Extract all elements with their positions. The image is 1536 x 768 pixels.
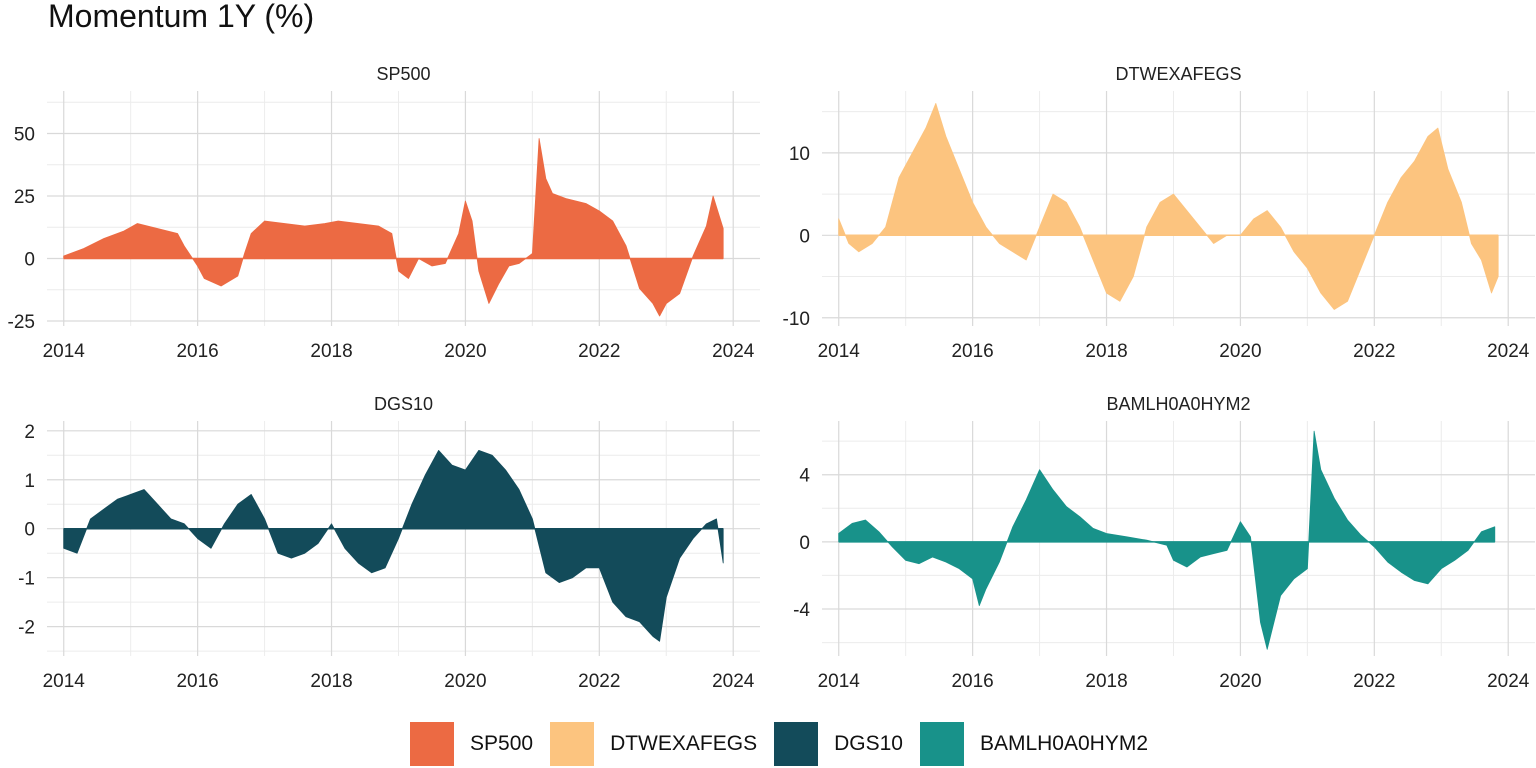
- legend-label-sp500: SP500: [470, 732, 534, 755]
- legend-item-bamlh0a0hym2: BAMLH0A0HYM2: [919, 722, 1149, 766]
- y-tick-label: -1: [18, 569, 35, 590]
- x-tick-label: 2016: [951, 671, 993, 692]
- x-tick-label: 2018: [1085, 341, 1127, 362]
- legend-swatch-sp500: [410, 722, 454, 766]
- x-tick-label: 2020: [1219, 341, 1261, 362]
- x-tick-label: 2020: [444, 341, 486, 362]
- x-tick-label: 2022: [1353, 341, 1395, 362]
- y-tick-label: 10: [789, 144, 810, 165]
- legend-label-bamlh0a0hym2: BAMLH0A0HYM2: [979, 732, 1149, 755]
- facet-title-sp500: SP500: [376, 64, 430, 84]
- y-tick-label: 0: [24, 250, 35, 271]
- y-tick-label: 50: [14, 125, 35, 146]
- y-tick-label: 4: [799, 466, 810, 487]
- facet-title-dtwexafegs: DTWEXAFEGS: [1115, 64, 1241, 84]
- chart-title: Momentum 1Y (%): [48, 0, 315, 34]
- legend-swatch-dtwexafegs: [550, 722, 595, 766]
- y-tick-label: 0: [799, 533, 810, 554]
- x-tick-label: 2022: [1353, 671, 1395, 692]
- y-tick-label: 0: [799, 226, 810, 247]
- x-tick-label: 2018: [1085, 671, 1127, 692]
- area-series-dtwexafegs: [838, 103, 1499, 310]
- legend-label-dgs10: DGS10: [834, 732, 903, 755]
- area-series-dgs10: [63, 450, 724, 642]
- y-tick-label: 2: [24, 422, 35, 443]
- y-tick-label: -25: [8, 312, 35, 333]
- area-series-bamlh0a0hym2: [838, 430, 1496, 650]
- panel-bamlh0a0hym2: BAMLH0A0HYM2 2014 2016 2018 2020 2022 2024 -4 0 4: [793, 394, 1535, 692]
- x-tick-label: 2014: [43, 671, 86, 692]
- x-tick-label: 2014: [43, 341, 86, 362]
- x-tick-label: 2020: [1219, 671, 1261, 692]
- x-tick-label: 2016: [176, 341, 218, 362]
- x-tick-label: 2020: [444, 671, 486, 692]
- x-tick-label: 2024: [1487, 341, 1530, 362]
- y-tick-label: 25: [14, 187, 35, 208]
- y-tick-label: -2: [18, 618, 35, 639]
- x-tick-label: 2018: [310, 671, 352, 692]
- x-tick-label: 2024: [712, 671, 755, 692]
- x-tick-label: 2024: [1487, 671, 1530, 692]
- panel-dgs10: DGS10 2014 2016 2018 2020 2022 2024 -2 -1 0 1 2: [18, 394, 760, 692]
- x-tick-label: 2024: [712, 341, 755, 362]
- panel-dtwexafegs: DTWEXAFEGS 2014 2016 2018 2020 2022 2024 -10 0 10: [783, 64, 1535, 362]
- legend-item-sp500: SP500: [410, 722, 533, 766]
- legend-swatch-bamlh0a0hym2: [919, 722, 964, 766]
- x-tick-label: 2014: [818, 671, 861, 692]
- legend-item-dgs10: DGS10: [774, 722, 903, 766]
- facet-title-bamlh0a0hym2: BAMLH0A0HYM2: [1106, 394, 1250, 414]
- x-tick-label: 2016: [951, 341, 993, 362]
- legend-item-dtwexafegs: DTWEXAFEGS: [550, 722, 757, 766]
- legend: SP500 DTWEXAFEGS DGS10 BAMLH0A0HYM2: [410, 722, 1165, 766]
- legend-label-dtwexafegs: DTWEXAFEGS: [610, 732, 758, 755]
- x-tick-label: 2018: [310, 341, 352, 362]
- legend-swatch-dgs10: [774, 722, 819, 766]
- x-tick-label: 2014: [818, 341, 861, 362]
- panel-sp500: SP500 2014 2016 2018 2020 2022 2024 -25 0 25 50: [8, 64, 760, 362]
- area-series-sp500: [63, 138, 724, 317]
- y-tick-label: -10: [783, 309, 810, 330]
- y-tick-label: 1: [24, 471, 35, 492]
- y-tick-label: 0: [24, 520, 35, 541]
- facet-title-dgs10: DGS10: [374, 394, 433, 414]
- x-tick-label: 2022: [578, 341, 620, 362]
- x-tick-label: 2016: [176, 671, 218, 692]
- y-tick-label: -4: [793, 600, 810, 621]
- x-tick-label: 2022: [578, 671, 620, 692]
